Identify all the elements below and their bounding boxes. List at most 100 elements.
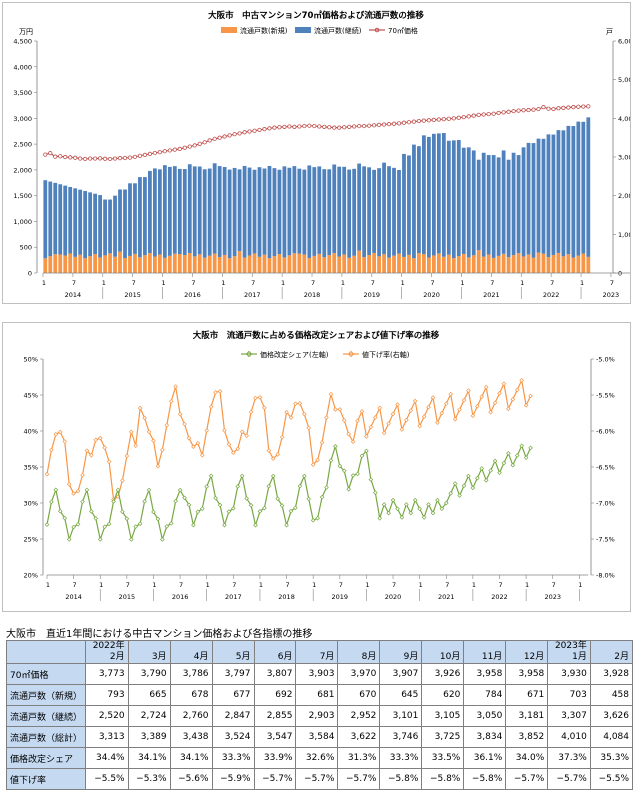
y-right-tick-label: -5.5% [596,392,615,400]
price-line-path [45,105,589,160]
x-month-label: 7 [552,581,556,589]
down-rate-point [426,404,431,410]
bar-cont [347,169,352,258]
y-left-tick-label: 20% [24,572,38,580]
down-rate-point [488,409,493,415]
bar-cont [143,177,147,256]
share-point [97,537,103,542]
bar-new [471,255,476,273]
x-month-label: 1 [460,279,464,287]
down-rate-point [195,440,201,446]
bar-cont [202,169,207,258]
bar-new [526,254,531,273]
bar-new [292,253,297,273]
table-cell: 692 [253,684,297,706]
down-rate-point [333,407,338,412]
price-point [541,105,546,110]
bar-cont [252,169,257,254]
table-cell: 3,626 [589,705,633,727]
table-header-month: 9月 [403,652,419,662]
bar-cont [167,166,172,256]
chart2-axes: 20% 25% 30% 35% 40% 45% 50% -8.0% -7.5% -7.0% -6.5… [24,356,615,580]
bar-new [551,254,556,273]
down-rate-point [519,378,524,383]
share-point [80,499,85,504]
table-row: 流通戸数（総計） 3,313 3,389 3,438 3,524 3,547 3,584 3,… [5,726,633,748]
price-point [431,117,436,122]
legend-label-cont: 流通戸数(継続) [314,26,362,35]
bar-new [317,253,322,273]
bar-new [167,255,172,273]
y-right-tick-label: -8.0% [596,572,615,580]
bar-new [576,255,581,273]
table-cell: 31.3% [337,747,381,769]
price-point [576,104,581,109]
price-point [312,123,317,129]
price-point [571,105,576,110]
bar-new [357,250,362,273]
price-point [481,112,486,117]
table-cell: 665 [127,684,171,706]
y-left-tick-label: 50% [24,356,38,364]
down-rate-point [177,411,183,417]
down-rate-point [49,447,54,453]
x-month-label: 7 [251,279,255,287]
price-point [307,123,312,128]
y-right-tick-label: -6.5% [596,464,615,472]
bar-cont [63,185,68,256]
price-point [556,106,561,111]
table-cell: −5.7% [295,768,339,790]
share-point [257,509,263,514]
share-point [386,510,391,516]
table-cell: 33.3% [211,747,255,769]
table-cell: 3,389 [127,726,171,748]
x-year-label: 2022 [543,291,560,299]
price-point [287,124,292,129]
price-point [322,124,327,129]
share-point [306,496,312,502]
bar-cont [402,153,406,257]
bar-cont [466,147,471,258]
x-year-label: 2017 [225,593,242,601]
price-point [182,145,187,150]
x-year-label: 2021 [483,291,500,299]
price-point [162,149,167,154]
share-point [355,471,360,477]
share-point [89,509,94,514]
down-rate-point [266,448,272,453]
x-month-label: 7 [371,279,375,287]
down-rate-line [46,378,532,501]
bar-cont [43,180,48,259]
share-point [262,505,267,511]
down-rate-point [479,394,485,400]
bar-new [153,256,157,273]
down-rate-point [204,428,210,433]
bar-new [412,258,416,273]
table-cell: 703 [547,684,591,706]
table-row: 値下げ率 −5.5% −5.3% −5.6% −5.9% −5.7% −5.7% −5.7% −… [5,768,633,790]
share-point [426,502,431,507]
share-point [53,487,59,493]
price-point [426,118,431,123]
chart1-bars [43,117,591,273]
table-cell: 620 [421,684,465,706]
y-left-tick-label: 4,500 [13,38,32,46]
down-rate-point [461,397,467,403]
bar-new [172,253,177,273]
down-rate-point [84,448,90,453]
price-point [436,117,441,122]
down-rate-point [80,472,85,478]
x-month-label: 1 [99,581,103,589]
price-point [212,136,217,141]
share-point [461,483,467,489]
x-month-label: 1 [520,279,524,287]
y-left-tick-label: 2,000 [13,166,32,174]
price-point [516,108,521,113]
price-point [546,106,551,111]
share-point [231,506,236,511]
bar-cont [372,169,376,253]
bar-cont [207,168,212,256]
share-point [475,475,480,481]
price-point [376,122,382,128]
share-point [248,503,254,508]
